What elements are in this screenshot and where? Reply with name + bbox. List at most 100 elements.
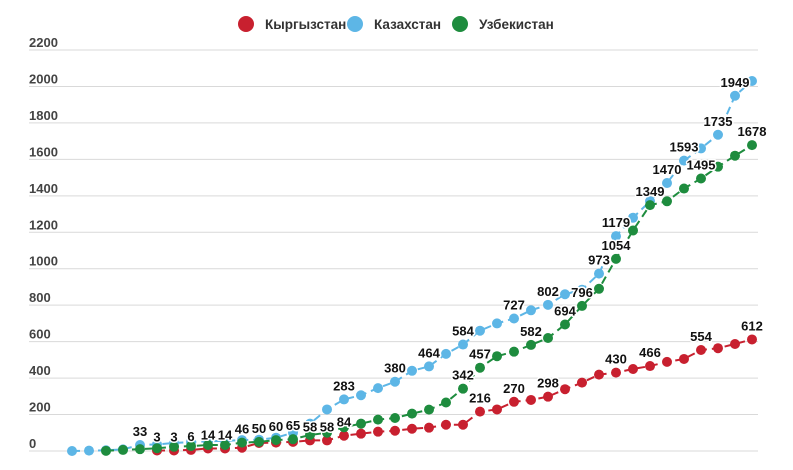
data-point[interactable] <box>543 332 553 343</box>
data-point[interactable] <box>390 376 400 387</box>
data-label: 380 <box>384 361 406 376</box>
data-point[interactable] <box>458 339 468 350</box>
data-point[interactable] <box>747 75 757 86</box>
data-point[interactable] <box>118 444 128 455</box>
data-point[interactable] <box>560 319 570 330</box>
data-point[interactable] <box>339 394 349 405</box>
data-point[interactable] <box>492 404 502 415</box>
data-point[interactable] <box>730 339 740 350</box>
data-point[interactable] <box>356 428 366 439</box>
data-point[interactable] <box>441 419 451 430</box>
data-point[interactable] <box>509 396 519 407</box>
data-point[interactable] <box>356 418 366 429</box>
legend-item[interactable]: Казахстан <box>347 16 441 32</box>
data-point[interactable] <box>424 422 434 433</box>
data-point[interactable] <box>339 422 349 433</box>
data-point[interactable] <box>628 363 638 374</box>
data-point[interactable] <box>577 300 587 311</box>
data-point[interactable] <box>271 435 281 446</box>
data-point[interactable] <box>662 178 672 189</box>
data-point[interactable] <box>424 361 434 372</box>
data-point[interactable] <box>407 365 417 376</box>
data-point[interactable] <box>220 439 230 450</box>
data-point[interactable] <box>696 345 706 356</box>
data-point[interactable] <box>730 150 740 161</box>
data-point[interactable] <box>475 362 485 373</box>
data-point[interactable] <box>628 225 638 236</box>
data-label: 14 <box>218 427 233 442</box>
data-point[interactable] <box>407 408 417 419</box>
data-point[interactable] <box>407 423 417 434</box>
data-point[interactable] <box>696 143 706 154</box>
data-point[interactable] <box>611 253 621 264</box>
data-point[interactable] <box>492 351 502 362</box>
data-point[interactable] <box>492 318 502 329</box>
data-point[interactable] <box>713 343 723 354</box>
data-point[interactable] <box>475 325 485 336</box>
data-point[interactable] <box>203 439 213 450</box>
data-point[interactable] <box>101 445 111 456</box>
data-point[interactable] <box>645 200 655 211</box>
data-point[interactable] <box>67 446 77 456</box>
data-point[interactable] <box>645 361 655 372</box>
data-point[interactable] <box>696 173 706 184</box>
data-point[interactable] <box>543 391 553 402</box>
data-point[interactable] <box>679 183 689 194</box>
data-point[interactable] <box>441 397 451 408</box>
data-point[interactable] <box>747 334 757 345</box>
data-point[interactable] <box>339 430 349 441</box>
data-point[interactable] <box>390 413 400 424</box>
data-point[interactable] <box>441 348 451 359</box>
data-point[interactable] <box>373 414 383 425</box>
data-point[interactable] <box>186 441 196 452</box>
data-point[interactable] <box>458 383 468 394</box>
data-point[interactable] <box>373 426 383 437</box>
data-point[interactable] <box>254 436 264 447</box>
data-point[interactable] <box>322 435 332 446</box>
data-point[interactable] <box>543 299 553 310</box>
data-point[interactable] <box>526 305 536 316</box>
data-point[interactable] <box>322 404 332 415</box>
data-point[interactable] <box>356 390 366 401</box>
data-point[interactable] <box>594 369 604 380</box>
data-point[interactable] <box>526 394 536 405</box>
data-point[interactable] <box>288 434 298 445</box>
data-label: 33 <box>133 424 147 439</box>
data-point[interactable] <box>84 445 94 456</box>
legend-item[interactable]: Кыргызстан <box>238 16 346 32</box>
data-label: 1054 <box>602 238 632 253</box>
data-point[interactable] <box>458 419 468 430</box>
data-point[interactable] <box>747 140 757 151</box>
data-point[interactable] <box>509 313 519 324</box>
data-point[interactable] <box>713 161 723 172</box>
data-point[interactable] <box>577 377 587 388</box>
data-point[interactable] <box>594 268 604 279</box>
data-point[interactable] <box>662 356 672 367</box>
data-point[interactable] <box>475 406 485 417</box>
data-point[interactable] <box>713 129 723 140</box>
data-point[interactable] <box>611 367 621 378</box>
data-point[interactable] <box>662 196 672 207</box>
data-point[interactable] <box>237 437 247 448</box>
data-point[interactable] <box>560 289 570 300</box>
data-point[interactable] <box>679 353 689 364</box>
data-point[interactable] <box>560 384 570 395</box>
data-point[interactable] <box>390 425 400 436</box>
data-point[interactable] <box>628 212 638 223</box>
data-point[interactable] <box>577 284 587 295</box>
data-point[interactable] <box>509 346 519 357</box>
data-point[interactable] <box>322 427 332 438</box>
data-point[interactable] <box>305 429 315 440</box>
data-point[interactable] <box>679 155 689 166</box>
data-point[interactable] <box>526 339 536 350</box>
data-point[interactable] <box>424 404 434 415</box>
data-point[interactable] <box>730 90 740 101</box>
data-point[interactable] <box>169 441 179 452</box>
data-point[interactable] <box>611 231 621 242</box>
data-point[interactable] <box>594 283 604 294</box>
data-point[interactable] <box>135 444 145 455</box>
data-point[interactable] <box>373 383 383 394</box>
data-point[interactable] <box>152 443 162 454</box>
legend-item[interactable]: Узбекистан <box>452 16 554 32</box>
data-point[interactable] <box>305 418 315 429</box>
